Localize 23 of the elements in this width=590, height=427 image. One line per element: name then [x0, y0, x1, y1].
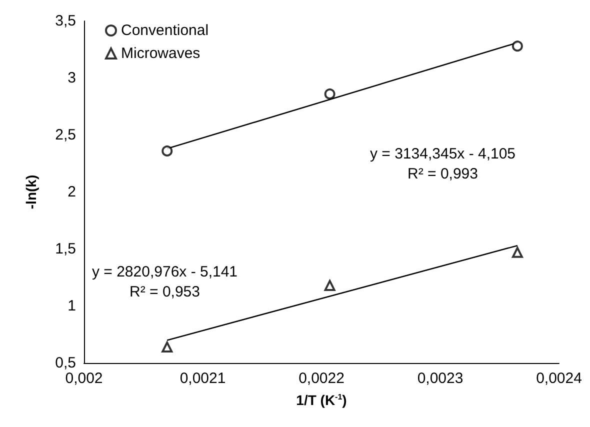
y-axis-title: -ln(k) [23, 174, 39, 210]
annotation: y = 2820,976x - 5,141 R² = 0,953 [92, 264, 238, 300]
point [512, 40, 523, 52]
point [162, 342, 173, 353]
x-tick-label: 0,0022 [298, 370, 344, 387]
point [324, 88, 336, 100]
y-tick-label: 1 [68, 298, 76, 314]
legend-label: Conventional [121, 22, 209, 39]
y-tick-label: 3,5 [55, 12, 76, 30]
y-tick-label: 0,5 [55, 354, 76, 372]
y-tick-label: 2,5 [55, 126, 76, 144]
x-tick-label: 0,0021 [180, 370, 226, 387]
x-tick-label: 0,002 [65, 370, 103, 387]
y-tick-label: 3 [68, 70, 76, 86]
annotation: y = 3134,345x - 4,105 R² = 0,993 [370, 146, 516, 182]
y-tick-label: 2 [68, 184, 76, 200]
x-tick-label: 0,0024 [536, 370, 582, 387]
y-tick-label: 1,5 [55, 240, 76, 258]
point [512, 246, 523, 258]
x-tick-label: 0,0023 [417, 370, 464, 387]
point [324, 280, 336, 291]
point [162, 145, 173, 156]
legend-label: Microwaves [121, 45, 200, 62]
